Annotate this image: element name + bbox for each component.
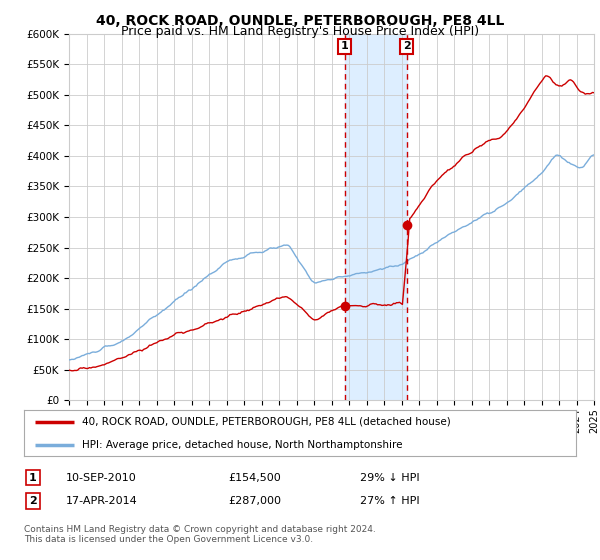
Text: 10-SEP-2010: 10-SEP-2010 [66, 473, 137, 483]
Text: £154,500: £154,500 [228, 473, 281, 483]
Text: 2: 2 [403, 41, 410, 52]
Text: 40, ROCK ROAD, OUNDLE, PETERBOROUGH, PE8 4LL (detached house): 40, ROCK ROAD, OUNDLE, PETERBOROUGH, PE8… [82, 417, 451, 427]
Text: 27% ↑ HPI: 27% ↑ HPI [360, 496, 419, 506]
Text: £287,000: £287,000 [228, 496, 281, 506]
Text: 17-APR-2014: 17-APR-2014 [66, 496, 138, 506]
Text: 2: 2 [29, 496, 37, 506]
Text: 29% ↓ HPI: 29% ↓ HPI [360, 473, 419, 483]
Text: Contains HM Land Registry data © Crown copyright and database right 2024.
This d: Contains HM Land Registry data © Crown c… [24, 525, 376, 544]
Bar [344, 34, 407, 400]
Text: 40, ROCK ROAD, OUNDLE, PETERBOROUGH, PE8 4LL: 40, ROCK ROAD, OUNDLE, PETERBOROUGH, PE8… [96, 14, 504, 28]
Text: 1: 1 [341, 41, 349, 52]
Text: 1: 1 [29, 473, 37, 483]
Text: HPI: Average price, detached house, North Northamptonshire: HPI: Average price, detached house, Nort… [82, 440, 403, 450]
Text: Price paid vs. HM Land Registry's House Price Index (HPI): Price paid vs. HM Land Registry's House … [121, 25, 479, 38]
